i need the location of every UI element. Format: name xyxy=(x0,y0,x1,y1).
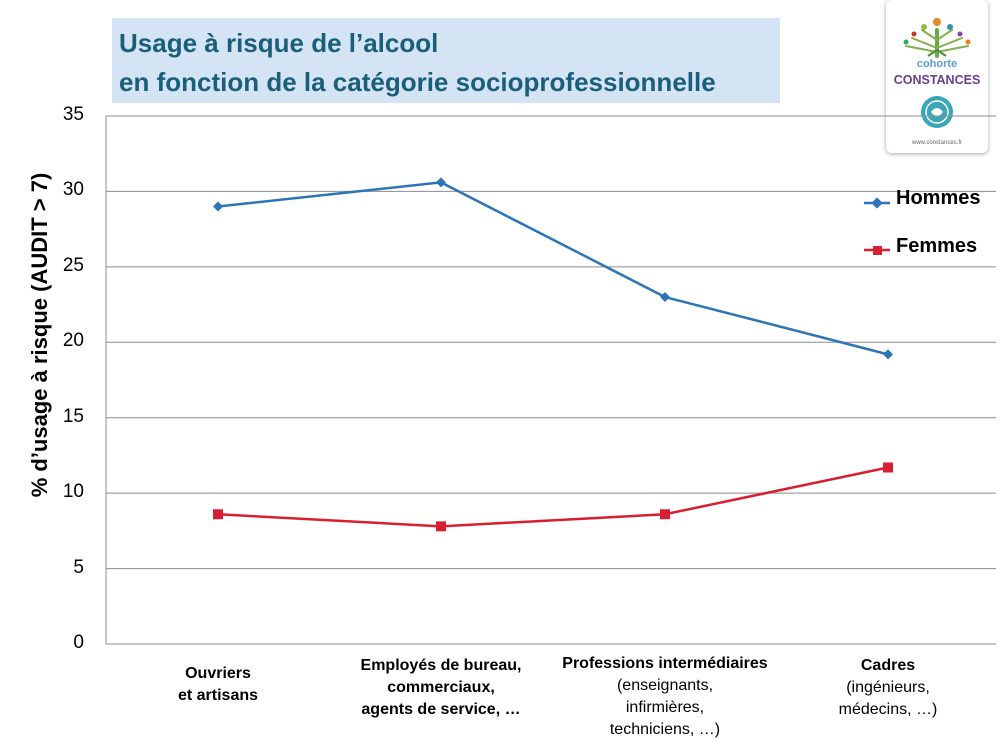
x-category-label: Cadres (ingénieurs, médecins, …) xyxy=(778,655,998,721)
y-tick-label: 30 xyxy=(62,179,84,201)
x-category-sub: (enseignants, infirmières, techniciens, … xyxy=(609,677,721,738)
y-tick-label: 35 xyxy=(62,104,84,125)
chart-title-line-1: Usage à risque de l’alcool xyxy=(119,28,439,58)
data-point-femmes xyxy=(883,462,893,473)
x-category-main: Ouvriers et artisans xyxy=(177,665,259,704)
data-point-femmes xyxy=(660,509,670,520)
series-line-femmes xyxy=(217,466,889,528)
logo-text-constances: CONSTANCES xyxy=(894,73,981,87)
data-point-hommes xyxy=(660,292,670,303)
constances-logo: cohorte CONSTANCES www.constances.fr xyxy=(886,0,988,153)
logo-url: www.constances.fr xyxy=(911,140,962,146)
x-category-main: Cadres xyxy=(860,657,916,674)
x-category-label: Employés de bureau, commerciaux, agents … xyxy=(331,655,551,721)
legend-label-femmes: Femmes xyxy=(896,235,978,257)
data-point-femmes xyxy=(213,509,223,520)
y-tick-label: 20 xyxy=(62,330,84,352)
chart-title-line-2: en fonction de la catégorie socioprofess… xyxy=(119,67,716,97)
series-line-hommes xyxy=(217,181,889,356)
logo-text-cohorte: cohorte xyxy=(917,58,957,70)
y-tick-label: 0 xyxy=(73,632,84,653)
x-category-main: Professions intermédiaires xyxy=(562,655,768,672)
logo-seal-icon xyxy=(921,96,953,128)
logo-tree-icon xyxy=(903,18,971,58)
data-point-hommes xyxy=(883,349,893,360)
data-point-femmes xyxy=(436,521,446,532)
legend-label-hommes: Hommes xyxy=(896,187,981,209)
x-category-main: Employés de bureau, commerciaux, agents … xyxy=(360,657,522,718)
x-category-sub: (ingénieurs, médecins, …) xyxy=(838,679,938,718)
title-banner xyxy=(112,18,780,103)
y-tick-label: 5 xyxy=(73,556,84,578)
data-point-hommes xyxy=(436,177,446,188)
logo-graphic: cohorte CONSTANCES www.constances.fr xyxy=(894,18,981,146)
y-tick-label: 25 xyxy=(62,254,84,276)
y-tick-label: 15 xyxy=(62,405,84,427)
x-category-label: Professions intermédiaires (enseignants, … xyxy=(555,653,775,741)
y-tick-label: 10 xyxy=(62,481,84,503)
data-point-hommes xyxy=(213,201,223,212)
x-category-label: Ouvriers et artisans xyxy=(108,663,328,707)
